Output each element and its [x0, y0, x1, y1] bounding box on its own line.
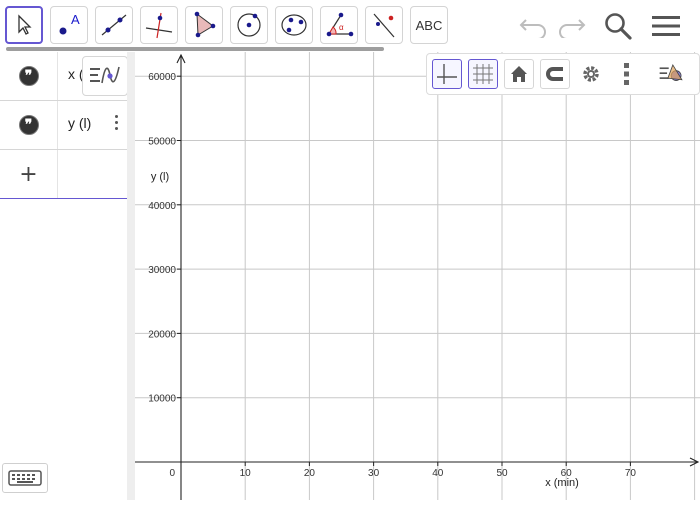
- y-tick-label: 40000: [148, 201, 176, 212]
- search-button[interactable]: [602, 10, 634, 42]
- style-bar-toggle-icon: [659, 64, 683, 82]
- more-options-button[interactable]: [612, 59, 642, 89]
- hamburger-menu-icon: [652, 16, 680, 36]
- angle-icon: α: [326, 12, 354, 37]
- algebra-label-x: x (: [68, 66, 84, 82]
- toolbar: A α ABC: [0, 0, 700, 50]
- algebra-marker[interactable]: ❞: [0, 52, 58, 100]
- y-tick-label: 60000: [148, 72, 176, 83]
- undo-icon: [519, 19, 546, 38]
- polygon-icon: [194, 11, 216, 38]
- line-icon: [101, 14, 127, 36]
- magnet-icon: [546, 67, 563, 81]
- plus-icon: +: [19, 161, 38, 187]
- x-tick-label: 30: [368, 468, 380, 479]
- home-icon: [511, 66, 527, 82]
- algebra-label-y: y (l): [68, 115, 92, 131]
- cursor-arrow-icon: [18, 14, 32, 35]
- algebra-row-y[interactable]: ❞ y (l): [0, 101, 127, 150]
- circle-center-point-tool[interactable]: [230, 6, 268, 44]
- axes-icon: [437, 64, 457, 84]
- polygon-tool[interactable]: [185, 6, 223, 44]
- x-tick-label: 60: [561, 468, 573, 479]
- redo-button[interactable]: [555, 10, 587, 42]
- x-tick-label: 10: [240, 468, 252, 479]
- y-tick-label: 10000: [148, 394, 176, 405]
- quote-icon: ❞: [18, 115, 39, 135]
- algebra-style-icon: [90, 66, 120, 84]
- point-tool[interactable]: A: [50, 6, 88, 44]
- algebra-row-x[interactable]: ❞ x (: [0, 52, 127, 101]
- algebra-style-button[interactable]: [82, 56, 128, 96]
- y-axis-label: y (l): [151, 171, 169, 183]
- kebab-menu-icon: [624, 63, 629, 85]
- y-tick-label: 30000: [148, 265, 176, 276]
- style-bar-toggle-button[interactable]: [657, 59, 687, 89]
- text-tool[interactable]: ABC: [410, 6, 448, 44]
- main-menu-button[interactable]: [650, 10, 682, 42]
- row-more-options-icon[interactable]: [115, 115, 119, 133]
- x-axis-arrow: [689, 457, 700, 467]
- graphics-style-bar: [426, 53, 700, 95]
- move-tool[interactable]: [5, 6, 43, 44]
- quote-icon: ❞: [18, 66, 39, 86]
- y-tick-label: 20000: [148, 329, 176, 340]
- virtual-keyboard-button[interactable]: [2, 463, 48, 493]
- x-tick-label: 70: [625, 468, 637, 479]
- conic-tool[interactable]: [275, 6, 313, 44]
- text-tool-label: ABC: [415, 17, 443, 33]
- angle-tool[interactable]: α: [320, 6, 358, 44]
- reflect-line-icon: [373, 13, 395, 38]
- toolbar-scrollbar[interactable]: [6, 47, 384, 51]
- x-tick-label: 40: [432, 468, 444, 479]
- perpendicular-line-tool[interactable]: [140, 6, 178, 44]
- perpendicular-line-icon: [145, 12, 173, 39]
- x-tick-label: 50: [496, 468, 508, 479]
- origin-label: 0: [169, 468, 175, 479]
- svg-text:α: α: [339, 23, 344, 32]
- algebra-view: ❞ x ( ❞ y (l) +: [0, 52, 128, 500]
- add-item-button[interactable]: +: [0, 150, 58, 198]
- line-tool[interactable]: [95, 6, 133, 44]
- point-icon: A: [59, 12, 80, 35]
- gear-icon: [583, 66, 599, 82]
- view-splitter[interactable]: [127, 52, 135, 500]
- x-tick-label: 20: [304, 468, 316, 479]
- graphics-settings-button[interactable]: [576, 59, 606, 89]
- circle-icon: [237, 13, 261, 37]
- toggle-grid-button[interactable]: [468, 59, 498, 89]
- grid-icon: [473, 64, 493, 84]
- coordinate-plane[interactable]: 10 20 30 40 50 60 70 10000 20000 30000 40000 50000 6…: [135, 52, 700, 500]
- keyboard-icon: [8, 470, 42, 486]
- search-icon: [605, 13, 632, 40]
- svg-text:A: A: [71, 12, 80, 27]
- standard-view-button[interactable]: [504, 59, 534, 89]
- algebra-marker[interactable]: ❞: [0, 101, 58, 149]
- undo-button[interactable]: [518, 10, 550, 42]
- graphics-view[interactable]: 10 20 30 40 50 60 70 10000 20000 30000 40000 50000 6…: [135, 52, 700, 500]
- toggle-axes-button[interactable]: [432, 59, 462, 89]
- ellipse-icon: [281, 14, 307, 36]
- y-tick-label: 50000: [148, 137, 176, 148]
- point-capturing-button[interactable]: [540, 59, 570, 89]
- y-axis-arrow: [176, 53, 186, 64]
- algebra-input-row[interactable]: +: [0, 150, 127, 199]
- x-axis-label: x (min): [545, 477, 579, 489]
- reflect-tool[interactable]: [365, 6, 403, 44]
- redo-icon: [559, 19, 586, 38]
